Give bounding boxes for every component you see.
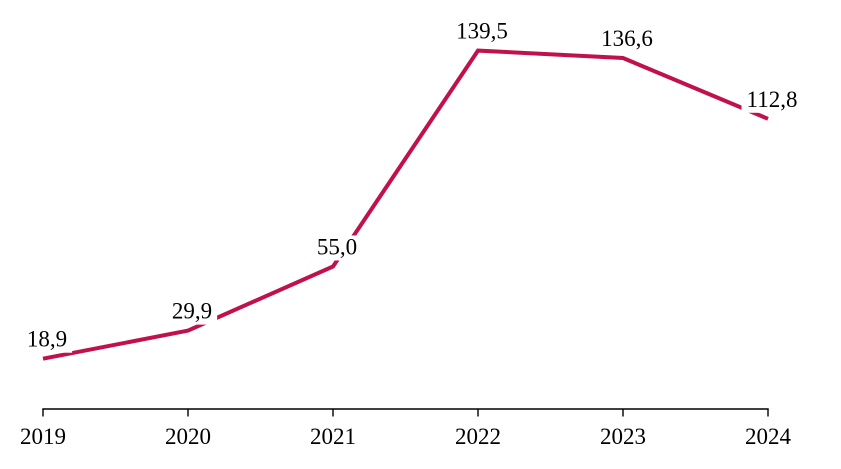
x-axis-label: 2021	[310, 424, 356, 449]
data-label-background	[311, 235, 363, 261]
data-label-background	[741, 87, 803, 113]
x-axis-label: 2020	[165, 424, 211, 449]
data-label-background	[21, 327, 73, 353]
data-label: 139,5	[456, 19, 508, 44]
data-label: 136,6	[601, 26, 653, 51]
x-axis-label: 2024	[745, 424, 792, 449]
data-label: 29,9	[172, 299, 212, 324]
series-line	[42, 48, 769, 361]
data-label: 18,9	[27, 327, 67, 352]
data-label-background	[451, 19, 513, 45]
data-label-group: 112,8	[741, 87, 803, 113]
data-label: 112,8	[747, 87, 798, 112]
x-axis-label: 2023	[600, 424, 646, 449]
data-label-background	[166, 299, 218, 325]
data-label-group: 18,9	[21, 327, 73, 353]
data-label-group: 55,0	[311, 234, 363, 261]
data-label-group: 139,5	[451, 19, 513, 45]
x-axis-label: 2022	[455, 424, 501, 449]
data-label: 55,0	[317, 234, 357, 259]
data-label-group: 29,9	[166, 299, 218, 325]
data-label-background	[596, 26, 658, 52]
data-label-group: 136,6	[596, 26, 658, 52]
x-axis-label: 2019	[20, 424, 66, 449]
